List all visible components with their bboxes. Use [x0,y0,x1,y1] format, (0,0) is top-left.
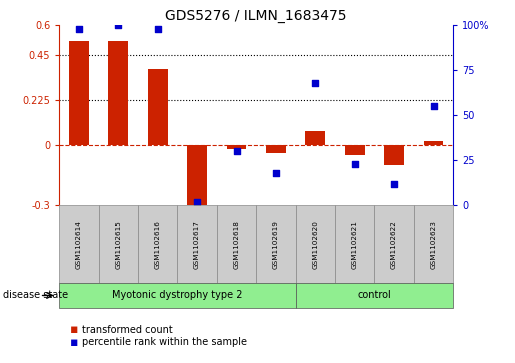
Text: GSM1102615: GSM1102615 [115,220,122,269]
Title: GDS5276 / ILMN_1683475: GDS5276 / ILMN_1683475 [165,9,347,23]
Point [75,26,83,32]
Text: GSM1102622: GSM1102622 [391,220,397,269]
Bar [266,145,286,153]
Text: Myotonic dystrophy type 2: Myotonic dystrophy type 2 [112,290,243,301]
Text: GSM1102617: GSM1102617 [194,220,200,269]
Text: GSM1102619: GSM1102619 [273,220,279,269]
Bar [227,145,246,149]
Bar [345,145,365,155]
Bar [305,131,325,145]
Text: GSM1102614: GSM1102614 [76,220,82,269]
Bar [187,145,207,209]
Point [193,199,201,204]
Bar [384,145,404,165]
Point [114,23,123,28]
Text: GSM1102623: GSM1102623 [431,220,437,269]
Text: GSM1102618: GSM1102618 [233,220,239,269]
Text: GSM1102620: GSM1102620 [312,220,318,269]
Bar [424,141,443,145]
Text: GSM1102621: GSM1102621 [352,220,358,269]
Point [430,103,438,109]
Bar [109,41,128,145]
Point [232,148,241,154]
Point [351,161,359,167]
Text: GSM1102616: GSM1102616 [154,220,161,269]
Text: transformed count: transformed count [82,325,173,335]
Bar [148,69,167,145]
Point [311,80,319,86]
Point [390,181,398,187]
Text: control: control [357,290,391,301]
Text: ▪: ▪ [70,336,78,349]
Bar [69,41,89,145]
Text: disease state: disease state [3,290,67,301]
Point [153,26,162,32]
Point [272,170,280,176]
Text: percentile rank within the sample: percentile rank within the sample [82,337,247,347]
Text: ▪: ▪ [70,323,78,336]
